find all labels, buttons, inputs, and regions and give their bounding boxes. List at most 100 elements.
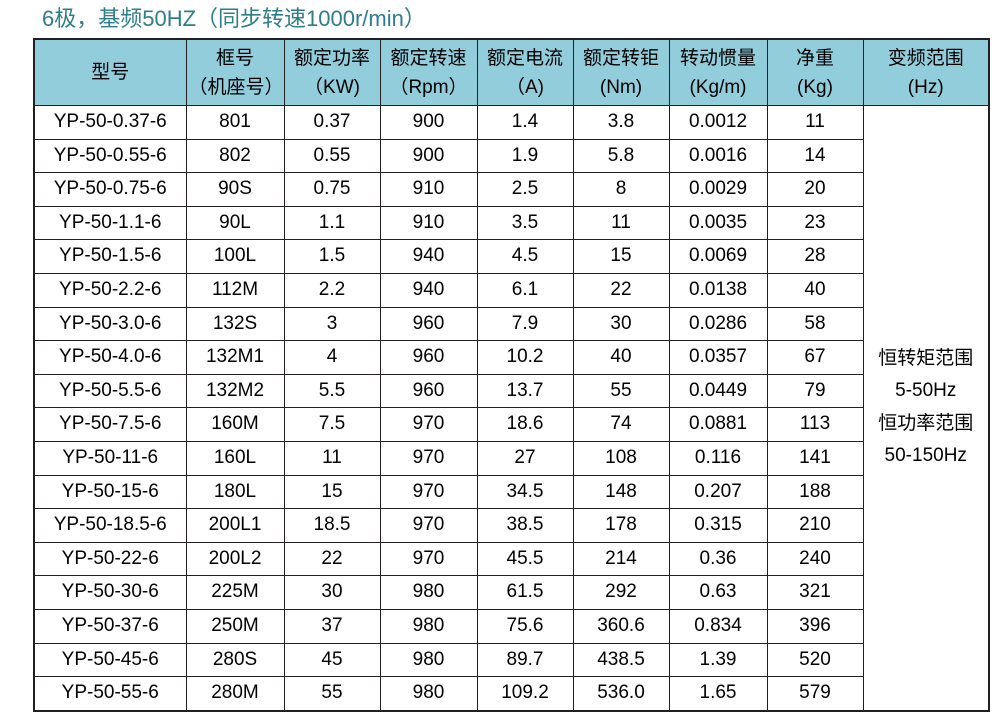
cell-rated-torque: 108 — [572, 440, 670, 476]
cell-rated-power: 30 — [283, 575, 381, 610]
cell-net-weight: 58 — [766, 306, 864, 342]
column-header-rated-torque-line1: 额定转钜 — [582, 47, 659, 69]
table-row: YP-50-0.37-6 801 0.37 900 1.4 3.8 0.0012 11 恒转矩范… — [33, 104, 990, 712]
column-header-frequency-range-lines: 变频范围 (Hz) — [866, 44, 987, 102]
column-header-rated-current-lines: 额定电流 （A) — [480, 44, 571, 102]
cell-rated-speed: 970 — [379, 407, 478, 442]
column-header-rated-power-lines: 额定功率 （KW) — [287, 44, 378, 102]
cell-rated-power: 15 — [283, 474, 381, 510]
cell-model: YP-50-2.2-6 — [33, 272, 187, 308]
cell-rated-torque: 15 — [572, 239, 670, 274]
cell-rated-torque: 214 — [572, 541, 670, 577]
cell-frame: 200L2 — [185, 541, 285, 577]
cell-net-weight: 40 — [766, 272, 864, 308]
cell-rated-current: 34.5 — [476, 474, 574, 510]
cell-rated-torque: 5.8 — [572, 138, 670, 174]
cell-rated-current: 1.9 — [476, 138, 574, 174]
cell-model: YP-50-37-6 — [33, 608, 187, 644]
cell-frame: 225M — [185, 575, 285, 610]
cell-inertia: 0.0357 — [668, 340, 768, 375]
table-row: YP-50-18.5-6 200L1 18.5 970 38.5 178 0.315 210 — [33, 508, 989, 543]
column-header-inertia-lines: 转动惯量 (Kg/m) — [672, 44, 765, 102]
column-header-model: 型号 — [33, 38, 187, 106]
cell-rated-power: 3 — [283, 306, 381, 342]
cell-rated-current: 7.9 — [476, 306, 574, 342]
cell-rated-speed: 900 — [379, 138, 478, 174]
cell-rated-power: 37 — [283, 608, 381, 644]
cell-frame: 90S — [185, 172, 285, 207]
cell-model: YP-50-1.1-6 — [33, 205, 187, 241]
cell-frame: 160L — [185, 440, 285, 476]
cell-rated-current: 89.7 — [476, 642, 574, 678]
cell-rated-speed: 900 — [379, 105, 478, 140]
cell-inertia: 0.0138 — [668, 272, 768, 308]
cell-model: YP-50-22-6 — [33, 541, 187, 577]
cell-model: YP-50-0.37-6 — [33, 105, 187, 140]
cell-inertia: 0.63 — [668, 575, 768, 610]
page-title: 6极，基频50HZ（同步转速1000r/min） — [42, 6, 426, 31]
cell-inertia: 0.0029 — [668, 172, 768, 207]
cell-rated-current: 4.5 — [476, 239, 574, 274]
cell-model: YP-50-45-6 — [33, 642, 187, 678]
cell-model: YP-50-5.5-6 — [33, 373, 187, 409]
cell-net-weight: 14 — [766, 138, 864, 174]
column-header-net-weight: 净重 (Kg) — [766, 38, 864, 106]
cell-net-weight: 321 — [766, 575, 864, 610]
frequency-range-line-1: 恒转矩范围 — [878, 347, 974, 369]
cell-frame: 180L — [185, 474, 285, 510]
cell-net-weight: 20 — [766, 172, 864, 207]
column-header-net-weight-line2: (Kg) — [797, 76, 833, 98]
column-header-frame: 框号 （机座号） — [185, 38, 285, 106]
cell-rated-torque: 148 — [572, 474, 670, 510]
frequency-range-line-2: 5-50Hz — [895, 380, 957, 402]
cell-inertia: 0.0881 — [668, 407, 768, 442]
table-row: YP-50-3.0-6 132S 3 960 7.9 30 0.0286 58 — [33, 306, 989, 342]
table-row: YP-50-5.5-6 132M2 5.5 960 13.7 55 0.0449 79 — [33, 373, 989, 409]
cell-rated-speed: 970 — [379, 474, 478, 510]
cell-rated-power: 7.5 — [283, 407, 381, 442]
cell-rated-power: 0.37 — [283, 105, 381, 140]
cell-net-weight: 210 — [766, 508, 864, 543]
column-header-rated-power-line2: （KW) — [304, 76, 360, 98]
cell-model: YP-50-15-6 — [33, 474, 187, 510]
cell-rated-power: 22 — [283, 541, 381, 577]
column-header-frame-lines: 框号 （机座号） — [188, 44, 284, 102]
cell-rated-power: 1.1 — [283, 205, 381, 241]
cell-frame: 112M — [185, 272, 285, 308]
cell-inertia: 0.0035 — [668, 205, 768, 241]
cell-rated-torque: 536.0 — [572, 676, 670, 712]
column-header-net-weight-line1: 净重 — [795, 47, 834, 69]
cell-rated-torque: 11 — [572, 205, 670, 241]
cell-rated-speed: 940 — [379, 239, 478, 274]
header-row: 型号 框号 （机座号） 额定功率 （KW) — [33, 38, 990, 106]
cell-net-weight: 28 — [766, 239, 864, 274]
cell-model: YP-50-0.75-6 — [33, 172, 187, 207]
table-row: YP-50-37-6 250M 37 980 75.6 360.6 0.834 396 — [33, 608, 989, 644]
cell-inertia: 0.834 — [668, 608, 768, 644]
table-row: YP-50-4.0-6 132M1 4 960 10.2 40 0.0357 67 — [33, 340, 989, 375]
cell-rated-torque: 30 — [572, 306, 670, 342]
cell-rated-torque: 292 — [572, 575, 670, 610]
column-header-frequency-range: 变频范围 (Hz) — [862, 38, 990, 106]
cell-rated-power: 0.75 — [283, 172, 381, 207]
column-header-frame-line2: （机座号） — [188, 76, 284, 98]
cell-frame: 160M — [185, 407, 285, 442]
table-header: 型号 框号 （机座号） 额定功率 （KW) — [33, 38, 990, 106]
cell-inertia: 1.39 — [668, 642, 768, 678]
cell-net-weight: 23 — [766, 205, 864, 241]
column-header-rated-torque-line2: (Nm) — [599, 76, 643, 98]
table-row: YP-50-30-6 225M 30 980 61.5 292 0.63 321 — [33, 575, 989, 610]
cell-rated-torque: 40 — [572, 340, 670, 375]
cell-rated-current: 75.6 — [476, 608, 574, 644]
cell-model: YP-50-18.5-6 — [33, 508, 187, 543]
cell-rated-power: 1.5 — [283, 239, 381, 274]
cell-rated-speed: 910 — [379, 172, 478, 207]
frequency-range-line-3: 恒功率范围 — [878, 412, 974, 434]
cell-model: YP-50-0.55-6 — [33, 138, 187, 174]
table-row: YP-50-45-6 280S 45 980 89.7 438.5 1.39 520 — [33, 642, 989, 678]
cell-frame: 280S — [185, 642, 285, 678]
frequency-range-line-4: 50-150Hz — [884, 445, 967, 467]
column-header-rated-torque-lines: 额定转钜 (Nm) — [576, 44, 667, 102]
cell-model: YP-50-30-6 — [33, 575, 187, 610]
column-header-rated-current: 额定电流 （A) — [476, 38, 574, 106]
